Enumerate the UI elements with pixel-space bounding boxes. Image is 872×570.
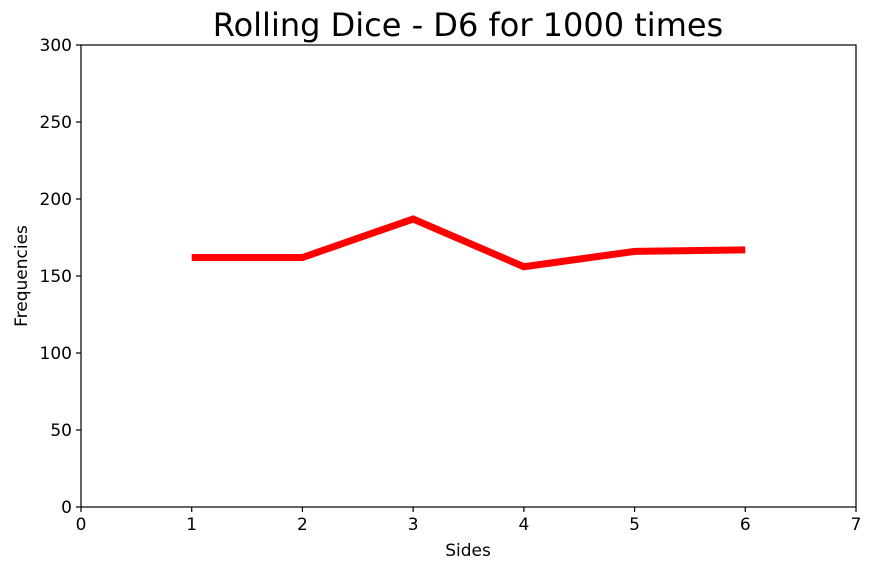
y-tick-label: 0 xyxy=(61,498,72,518)
plot-frame xyxy=(80,44,857,508)
chart-title: Rolling Dice - D6 for 1000 times xyxy=(213,6,723,44)
y-axis-label: Frequencies xyxy=(12,225,32,327)
x-tick-label: 6 xyxy=(740,515,751,535)
y-tick-label: 100 xyxy=(40,344,72,364)
y-tick-label: 250 xyxy=(40,113,72,133)
x-tick-label: 7 xyxy=(851,515,862,535)
x-tick-label: 4 xyxy=(518,515,529,535)
x-tick-label: 1 xyxy=(186,515,197,535)
y-tick-label: 50 xyxy=(50,421,72,441)
y-tick-label: 300 xyxy=(40,36,72,56)
series-line xyxy=(191,215,746,271)
x-tick-label: 5 xyxy=(629,515,640,535)
y-axis: 0 50 100 150 200 250 300 xyxy=(40,36,81,518)
series-layer xyxy=(191,215,746,271)
x-axis: 0 1 2 3 4 5 6 7 xyxy=(76,507,862,535)
y-tick-label: 150 xyxy=(40,267,72,287)
x-axis-label: Sides xyxy=(445,541,491,561)
x-tick-label: 2 xyxy=(297,515,308,535)
y-tick-label: 200 xyxy=(40,190,72,210)
x-tick-label: 0 xyxy=(76,515,87,535)
x-tick-label: 3 xyxy=(408,515,419,535)
